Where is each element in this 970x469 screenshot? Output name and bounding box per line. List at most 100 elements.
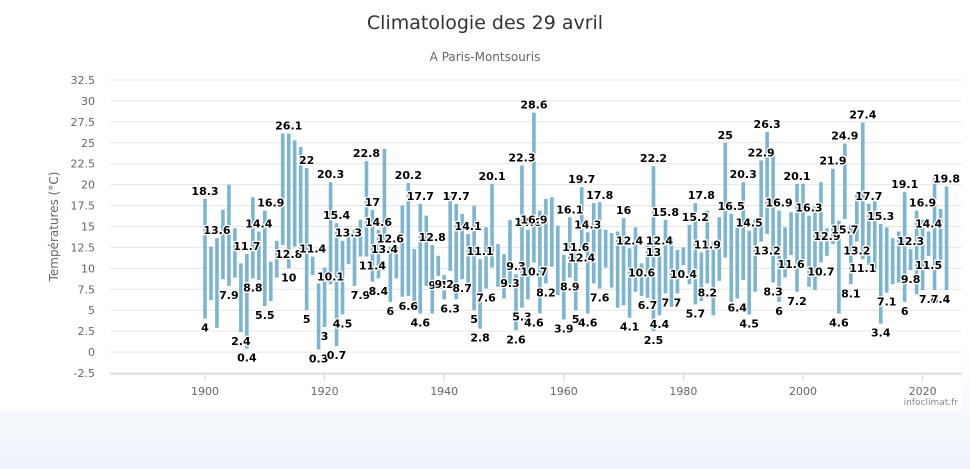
temperature-bar[interactable] <box>747 230 751 315</box>
temperature-bar[interactable] <box>382 148 387 240</box>
temperature-bar[interactable] <box>274 240 279 278</box>
temperature-bar[interactable] <box>442 275 446 300</box>
temperature-bar[interactable] <box>364 161 369 257</box>
temperature-bar[interactable] <box>298 146 303 258</box>
temperature-bar[interactable] <box>573 248 578 311</box>
temperature-bar[interactable] <box>454 203 458 300</box>
temperature-bar[interactable] <box>263 210 267 307</box>
temperature-bar[interactable] <box>215 238 219 328</box>
temperature-bar[interactable] <box>890 238 895 285</box>
temperature-bar[interactable] <box>657 248 662 316</box>
temperature-bar[interactable] <box>388 246 393 302</box>
temperature-bar[interactable] <box>849 224 853 285</box>
temperature-bar[interactable] <box>502 254 506 299</box>
temperature-bar[interactable] <box>783 227 787 278</box>
temperature-bar[interactable] <box>239 263 243 332</box>
temperature-bar[interactable] <box>376 229 381 279</box>
temperature-bar[interactable] <box>334 223 339 347</box>
temperature-bar[interactable] <box>394 246 399 279</box>
temperature-bar[interactable] <box>585 232 590 314</box>
temperature-bar[interactable] <box>221 209 225 280</box>
temperature-bar[interactable] <box>789 212 793 255</box>
temperature-bar[interactable] <box>418 203 423 314</box>
temperature-bar[interactable] <box>711 241 716 316</box>
temperature-bar[interactable] <box>286 133 291 269</box>
temperature-bar[interactable] <box>268 261 273 302</box>
temperature-bar[interactable] <box>771 153 775 283</box>
temperature-bar[interactable] <box>538 210 542 314</box>
temperature-bar[interactable] <box>514 274 518 331</box>
temperature-bar[interactable] <box>866 203 871 266</box>
temperature-bar[interactable] <box>591 203 596 284</box>
temperature-bar[interactable] <box>621 218 626 306</box>
temperature-bar[interactable] <box>878 223 883 324</box>
chart-credit[interactable]: infoclimat.fr <box>904 398 959 408</box>
temperature-bar[interactable] <box>532 112 536 263</box>
temperature-bar[interactable] <box>257 231 261 281</box>
temperature-bar[interactable] <box>627 248 632 318</box>
temperature-bar[interactable] <box>490 183 494 268</box>
temperature-bar[interactable] <box>669 238 674 307</box>
temperature-bar[interactable] <box>251 197 255 279</box>
temperature-bar[interactable] <box>544 198 548 284</box>
temperature-bar[interactable] <box>807 215 811 287</box>
temperature-bar[interactable] <box>466 234 470 292</box>
temperature-bar[interactable] <box>693 203 698 305</box>
temperature-bar[interactable] <box>681 247 686 266</box>
temperature-bar[interactable] <box>801 183 805 268</box>
temperature-bar[interactable] <box>741 182 745 281</box>
temperature-bar[interactable] <box>496 244 500 287</box>
temperature-bar[interactable] <box>723 142 728 258</box>
temperature-bar[interactable] <box>825 228 829 256</box>
temperature-bar[interactable] <box>550 197 554 267</box>
temperature-bar[interactable] <box>478 259 482 329</box>
temperature-bar[interactable] <box>352 229 357 286</box>
temperature-bar[interactable] <box>526 229 530 300</box>
temperature-bar[interactable] <box>436 255 441 276</box>
temperature-bar[interactable] <box>328 182 333 285</box>
temperature-bar[interactable] <box>579 187 584 249</box>
temperature-bar[interactable] <box>837 220 841 314</box>
temperature-bar[interactable] <box>233 228 237 278</box>
temperature-bar[interactable] <box>717 217 722 281</box>
temperature-bar[interactable] <box>831 168 835 245</box>
temperature-bar[interactable] <box>322 267 327 327</box>
temperature-bar[interactable] <box>932 177 937 291</box>
temperature-bar[interactable] <box>675 249 680 294</box>
temperature-bar[interactable] <box>520 165 524 308</box>
temperature-bar[interactable] <box>424 215 429 286</box>
temperature-bar[interactable] <box>304 167 309 311</box>
temperature-bar[interactable] <box>813 206 817 291</box>
temperature-bar[interactable] <box>633 227 638 292</box>
temperature-bar[interactable] <box>460 213 464 280</box>
temperature-bar[interactable] <box>699 252 704 302</box>
temperature-bar[interactable] <box>412 249 417 306</box>
temperature-bar[interactable] <box>400 205 405 297</box>
temperature-bar[interactable] <box>651 166 656 332</box>
temperature-bar[interactable] <box>227 184 231 286</box>
temperature-bar[interactable] <box>603 229 608 268</box>
temperature-bar[interactable] <box>819 182 823 263</box>
temperature-bar[interactable] <box>872 197 877 270</box>
temperature-bar[interactable] <box>645 243 650 298</box>
temperature-bar[interactable] <box>759 160 763 242</box>
temperature-bar[interactable] <box>639 263 644 296</box>
temperature-bar[interactable] <box>615 231 620 308</box>
temperature-bar[interactable] <box>448 196 452 271</box>
temperature-bar[interactable] <box>316 283 321 350</box>
temperature-bar[interactable] <box>855 194 859 242</box>
temperature-bar[interactable] <box>340 240 345 315</box>
temperature-bar[interactable] <box>484 227 488 289</box>
temperature-bar[interactable] <box>609 233 614 288</box>
temperature-bar[interactable] <box>920 219 925 291</box>
temperature-bar[interactable] <box>292 140 297 247</box>
temperature-bar[interactable] <box>346 234 351 265</box>
temperature-bar[interactable] <box>777 210 781 302</box>
temperature-bar[interactable] <box>753 219 757 292</box>
temperature-bar[interactable] <box>567 217 572 278</box>
temperature-bar[interactable] <box>902 192 907 302</box>
temperature-bar[interactable] <box>896 231 901 283</box>
temperature-bar[interactable] <box>556 225 560 296</box>
temperature-bar[interactable] <box>597 202 602 289</box>
temperature-bar[interactable] <box>310 256 315 276</box>
